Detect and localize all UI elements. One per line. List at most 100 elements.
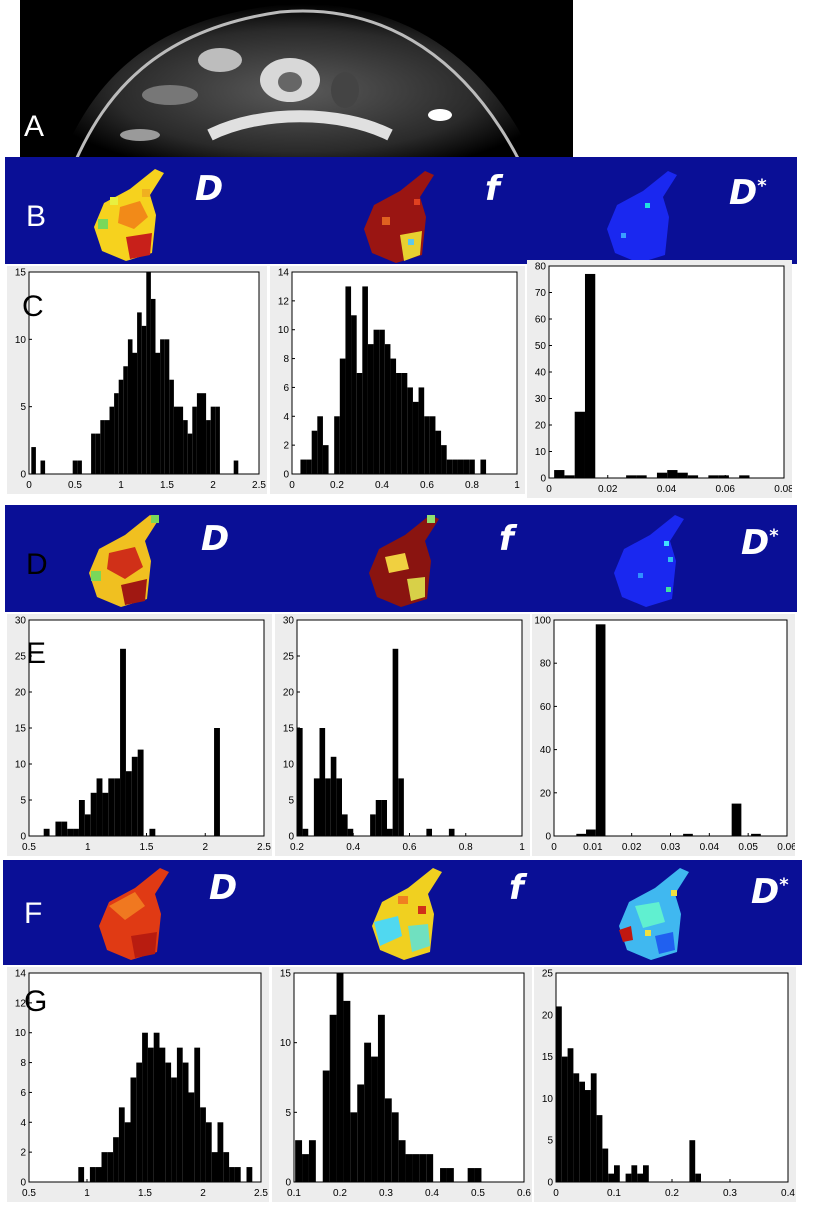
histogram-bar: [677, 472, 688, 478]
histogram-bar: [480, 459, 487, 474]
histogram-bar: [159, 1047, 166, 1182]
histogram-bar: [109, 406, 115, 474]
histogram-bar: [350, 1112, 358, 1182]
y-tick-label: 8: [283, 354, 289, 365]
panel-letter-g: G: [24, 985, 48, 1018]
y-tick-label: 60: [535, 315, 547, 326]
x-tick-label: 0.8: [465, 480, 479, 491]
histogram-bar: [469, 459, 475, 474]
histogram-8: 0.1 0.2 0.3 0.4 0.5 0.6 0 5 10 15: [272, 967, 532, 1202]
map-label-d-d: D: [201, 519, 230, 559]
histogram-bar: [114, 393, 119, 474]
histogram-bar: [379, 329, 385, 474]
panel-letter-d: D: [26, 548, 48, 581]
x-tick-label: 2: [202, 842, 208, 853]
histogram-bar: [596, 1115, 603, 1182]
histogram-bar: [95, 433, 101, 474]
histogram-bar: [590, 1073, 597, 1182]
histogram-bar: [377, 1014, 385, 1182]
histogram-bar: [637, 1173, 643, 1182]
histogram-bar: [687, 475, 699, 478]
y-tick-label: 100: [534, 616, 551, 627]
y-tick-label: 12: [278, 296, 290, 307]
y-tick-label: 20: [283, 688, 295, 699]
y-tick-label: 4: [283, 412, 289, 423]
histogram-bar: [130, 1077, 137, 1182]
mri-image: [20, 0, 573, 162]
histogram-bar: [95, 1167, 102, 1182]
dstar-map-b: [607, 171, 677, 263]
y-tick-label: 0: [285, 1178, 291, 1189]
x-tick-label: 2: [200, 1188, 206, 1199]
x-tick-label: 0: [553, 1188, 559, 1199]
histogram-bar: [78, 800, 85, 836]
histogram-bar: [391, 1112, 399, 1182]
histogram-6: 0 0.01 0.02 0.03 0.04 0.05 0.06 0 20 40 60 80 100: [532, 614, 795, 856]
histogram-bar: [196, 393, 202, 474]
panel-letter-e: E: [26, 637, 47, 670]
histogram-bar: [215, 406, 220, 474]
histogram-bar: [614, 1165, 620, 1182]
histogram-bar: [132, 352, 138, 474]
histogram-bar: [55, 821, 62, 836]
x-tick-label: 0: [546, 484, 552, 495]
x-tick-label: 0.02: [622, 842, 642, 853]
histogram-bar: [564, 475, 575, 478]
x-tick-label: 0.6: [517, 1188, 531, 1199]
histogram-bar: [77, 460, 82, 474]
histogram-bar: [120, 648, 126, 836]
dstar-map-f: [619, 868, 689, 960]
histogram-bar: [183, 420, 188, 474]
y-tick-label: 10: [535, 447, 547, 458]
histogram-bar: [149, 828, 156, 836]
f-map-d: [369, 515, 439, 607]
histogram-bar: [234, 1167, 241, 1182]
map-label-dstar-d: D*: [741, 523, 779, 563]
histogram-bar: [608, 1173, 614, 1182]
histogram-bar: [384, 1098, 392, 1182]
histogram-bar: [114, 778, 121, 836]
histogram-bar: [160, 339, 165, 474]
map-label-f-f: f: [509, 868, 524, 908]
histogram-bar: [602, 1148, 609, 1182]
x-tick-label: 0: [26, 480, 32, 491]
map-label-f-d: f: [499, 519, 514, 559]
y-tick-label: 4: [20, 1118, 26, 1129]
histogram-bar: [125, 771, 132, 836]
histogram-bar: [585, 1090, 591, 1182]
histogram-bar: [595, 624, 606, 836]
y-tick-label: 20: [15, 688, 27, 699]
y-tick-label: 60: [540, 702, 552, 713]
x-tick-label: 0.2: [330, 480, 344, 491]
histogram-bar: [306, 459, 312, 474]
histogram-bar: [295, 1140, 303, 1182]
histogram-1: 0 0.5 1 1.5 2 2.5 0 5 10 15: [7, 266, 267, 494]
x-tick-label: 0.4: [375, 480, 389, 491]
histogram-bar: [407, 387, 413, 474]
histogram-bar: [107, 1152, 114, 1182]
histogram-bar: [113, 1137, 119, 1182]
y-tick-label: 5: [547, 1136, 553, 1147]
x-tick-label: 0.5: [471, 1188, 485, 1199]
x-tick-label: 1.5: [140, 842, 154, 853]
histogram-bar: [418, 387, 425, 474]
y-tick-label: 6: [20, 1088, 26, 1099]
histogram-bar: [188, 1092, 195, 1182]
map-label-f-b: f: [485, 169, 500, 209]
histogram-bar: [150, 298, 156, 474]
y-tick-label: 2: [20, 1148, 26, 1159]
histogram-7: 0.5 1 1.5 2 2.5 0 2 4 6 8 10 12 14: [7, 967, 269, 1202]
map-band-d: D f D*: [5, 505, 797, 612]
x-tick-label: 0.2: [665, 1188, 679, 1199]
f-map-f: [372, 868, 442, 960]
histogram-bar: [579, 1081, 585, 1182]
histogram-bar: [322, 445, 329, 474]
histogram-bar: [313, 778, 320, 836]
map-label-dstar-f: D*: [751, 872, 789, 912]
histogram-bar: [419, 1154, 427, 1182]
histogram-bar: [118, 379, 124, 474]
x-tick-label: 0.2: [290, 842, 304, 853]
histogram-bar: [336, 778, 342, 836]
histogram-bar: [576, 833, 587, 836]
